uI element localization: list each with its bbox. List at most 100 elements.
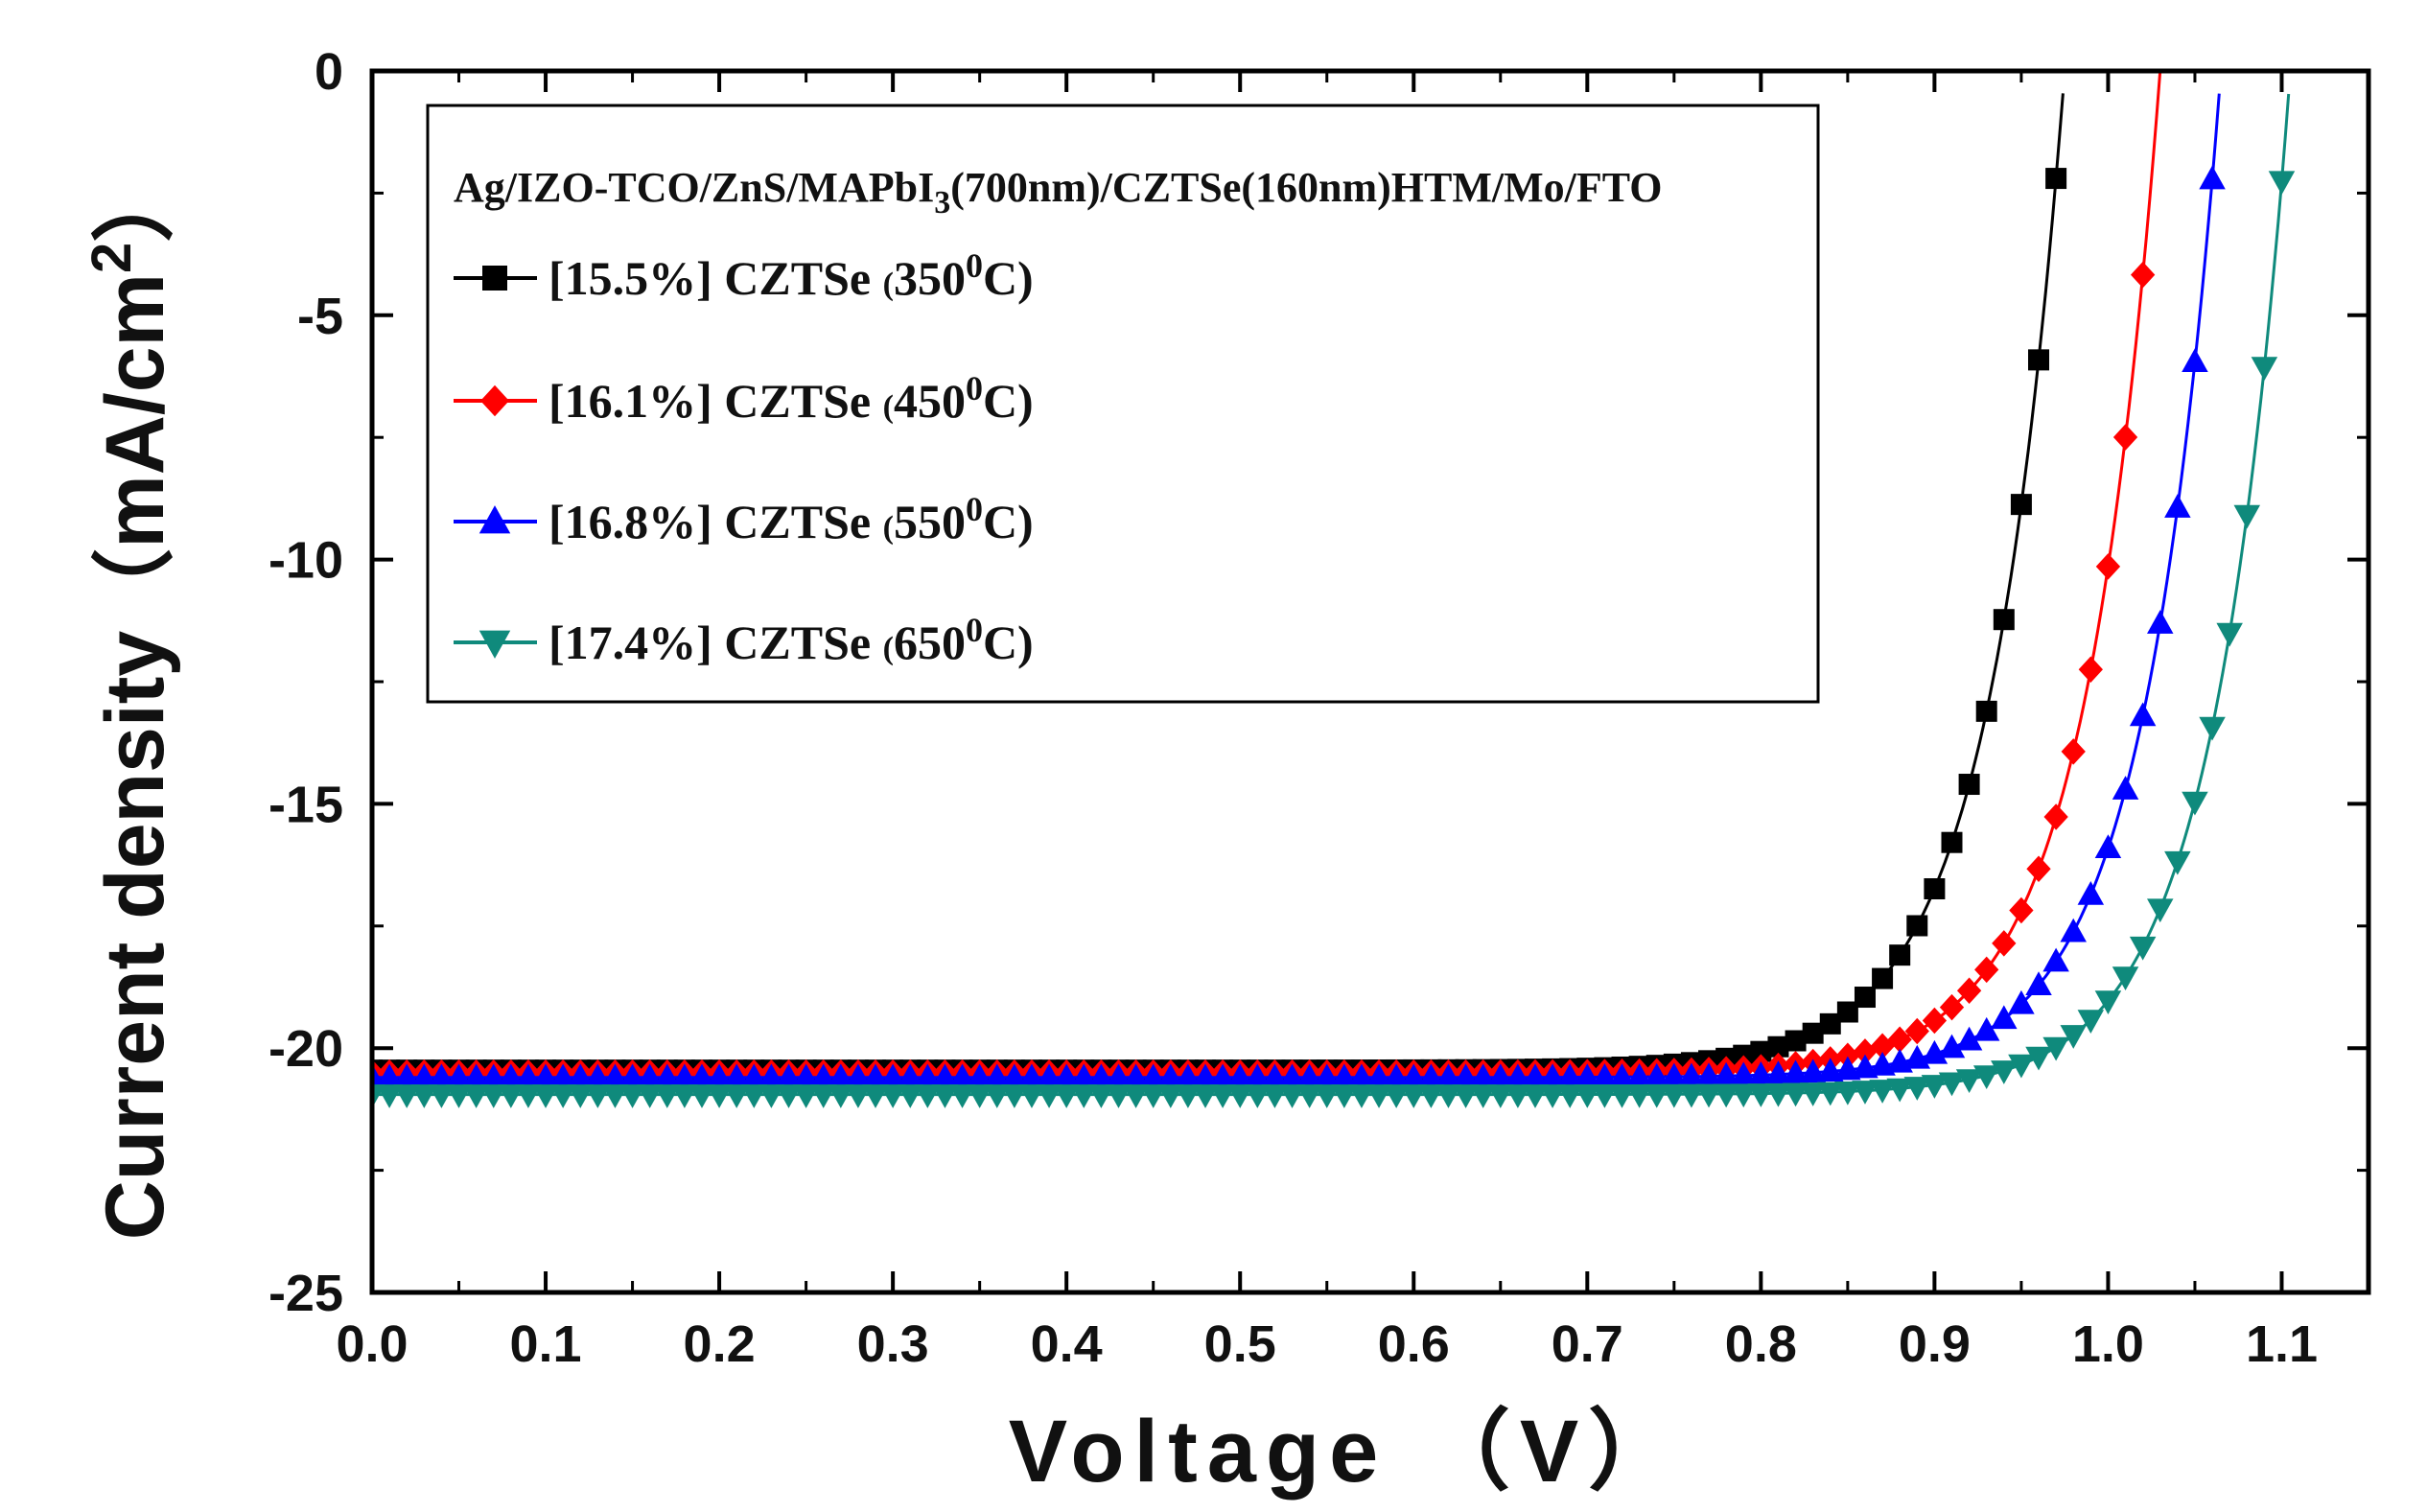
series-markers — [372, 171, 2296, 1108]
data-point — [2078, 656, 2103, 684]
legend-label-close: C) — [983, 251, 1034, 305]
data-point — [1331, 1063, 1358, 1088]
data-point — [740, 1063, 768, 1088]
data-point — [1852, 1081, 1879, 1105]
data-point — [1435, 1084, 1462, 1108]
legend-entry-1: [15.5%] CZTSe (3500C) — [454, 246, 1034, 305]
data-point — [1785, 1030, 1807, 1052]
data-point — [1764, 1060, 1792, 1085]
x-tick-label: 0.4 — [1031, 1315, 1103, 1373]
data-point — [1175, 1084, 1202, 1108]
legend-label-main: [15.5%] CZTSe — [548, 251, 883, 305]
data-point — [862, 1063, 889, 1088]
data-point — [1070, 1063, 1098, 1088]
legend-marker — [482, 266, 507, 291]
data-point — [636, 1084, 664, 1108]
data-point — [1105, 1084, 1132, 1108]
data-point — [1921, 1075, 1949, 1099]
data-point — [1767, 1035, 1789, 1058]
legend-label-close: C) — [983, 374, 1034, 428]
series-4 — [372, 93, 2296, 1108]
data-point — [1469, 1063, 1497, 1088]
y-axis-title-close: ） — [89, 160, 181, 243]
data-point — [931, 1063, 959, 1088]
data-point — [1574, 1063, 1601, 1087]
data-point — [758, 1063, 785, 1088]
legend-label-open: ( — [883, 510, 894, 546]
data-point — [2199, 165, 2226, 190]
y-axis-title-main: Current density（mA/cm — [89, 273, 181, 1240]
data-point — [1226, 1063, 1253, 1088]
legend-entries: [15.5%] CZTSe (3500C) [16.1%] CZTSe (4500… — [454, 246, 1034, 669]
data-point — [1556, 1063, 1583, 1088]
data-point — [1870, 1033, 1895, 1060]
data-point — [1001, 1084, 1028, 1108]
data-point — [1452, 1063, 1480, 1088]
data-point — [792, 1063, 820, 1088]
data-point — [2045, 168, 2067, 190]
data-point — [1400, 1084, 1428, 1108]
data-point — [1941, 831, 1963, 853]
data-point — [2268, 171, 2296, 196]
data-point — [1872, 967, 1894, 989]
data-point — [2043, 803, 2068, 830]
y-tick-label: -10 — [268, 532, 343, 590]
data-point — [1643, 1062, 1670, 1087]
data-point — [1974, 956, 1999, 984]
data-point — [2130, 261, 2156, 289]
data-point — [410, 1084, 438, 1108]
data-point — [1244, 1063, 1272, 1088]
data-point — [984, 1063, 1011, 1088]
data-point — [1105, 1063, 1132, 1088]
data-point — [1887, 1026, 1912, 1054]
data-point — [931, 1084, 959, 1108]
legend-label-temp: 550 — [894, 495, 966, 548]
data-point — [1435, 1063, 1462, 1088]
data-point — [1713, 1061, 1739, 1086]
data-point — [809, 1084, 837, 1108]
legend-entry-4: [17.4%] CZTSe (6500C) — [454, 611, 1034, 669]
data-point — [618, 1063, 646, 1088]
data-point — [1958, 774, 1980, 796]
data-point — [2026, 855, 2051, 883]
data-point — [1556, 1084, 1583, 1108]
data-point — [1157, 1063, 1184, 1088]
data-point — [2164, 494, 2191, 518]
legend-marker — [480, 384, 509, 417]
data-point — [1070, 1084, 1098, 1108]
data-point — [897, 1063, 923, 1088]
legend-label-main: [16.1%] CZTSe — [548, 374, 883, 428]
data-point — [671, 1084, 698, 1108]
y-tick-labels: 0 -5 -10 -15 -20 -25 — [268, 43, 343, 1322]
data-point — [1730, 1083, 1757, 1108]
legend-label-temp: 350 — [894, 251, 966, 305]
legend-entry-2: [16.1%] CZTSe (4500C) — [454, 369, 1034, 428]
data-point — [1175, 1063, 1202, 1088]
data-point — [1608, 1063, 1636, 1087]
data-point — [1192, 1084, 1219, 1108]
data-point — [2146, 610, 2174, 634]
data-point — [1799, 1082, 1827, 1106]
data-point — [1295, 1063, 1323, 1088]
data-point — [654, 1063, 681, 1088]
data-point — [2010, 494, 2032, 516]
data-point — [1383, 1063, 1410, 1088]
data-point — [1678, 1062, 1705, 1087]
legend-title: Ag/IZO-TCO/ZnS/MAPbI3(700nm)/CZTSe(160nm… — [454, 164, 1663, 221]
data-point — [723, 1084, 750, 1108]
data-point — [1209, 1063, 1236, 1088]
data-point — [1522, 1084, 1549, 1108]
data-point — [1955, 1069, 1983, 1094]
legend-label-temp: 650 — [894, 616, 966, 669]
data-point — [1539, 1063, 1566, 1088]
data-point — [584, 1084, 612, 1108]
y-tick-label: -20 — [268, 1020, 343, 1078]
data-point — [1574, 1084, 1601, 1108]
data-point — [2112, 424, 2138, 451]
data-point — [2060, 918, 2087, 942]
data-point — [479, 1063, 507, 1088]
data-point — [1854, 987, 1876, 1009]
data-point — [1053, 1084, 1080, 1108]
data-point — [688, 1084, 715, 1108]
